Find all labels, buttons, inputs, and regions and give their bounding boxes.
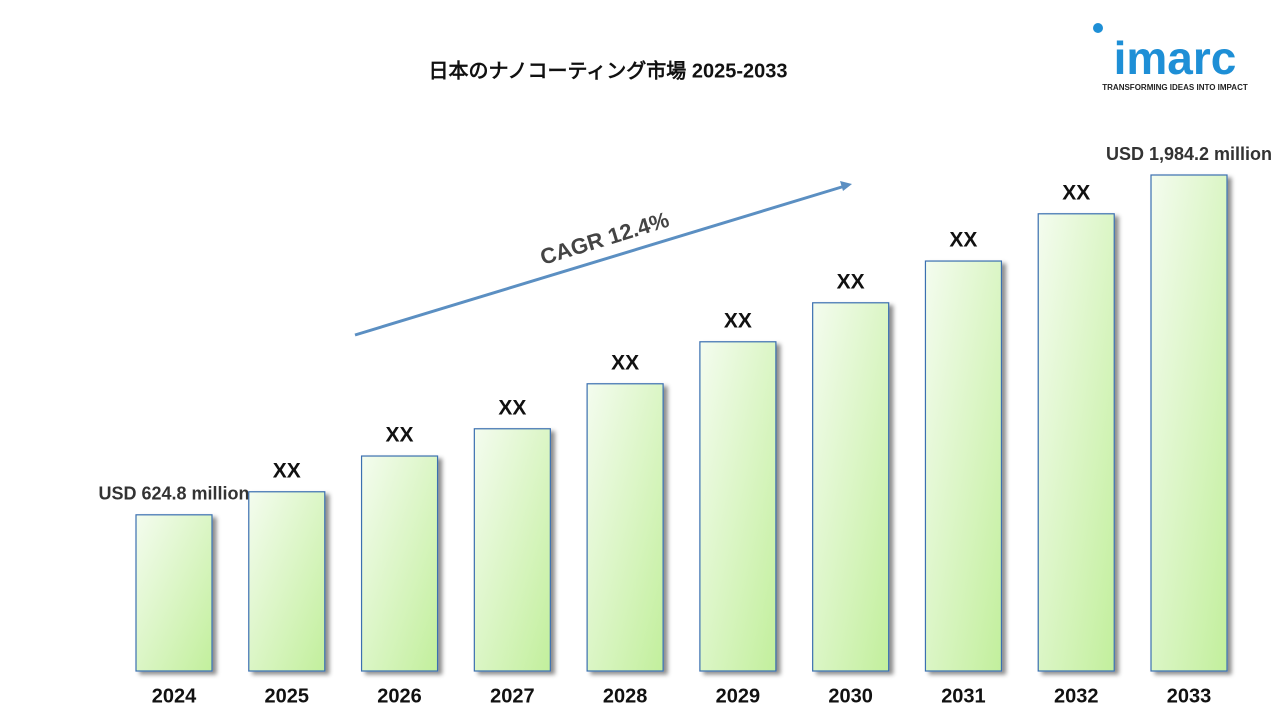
bar [924,260,1003,672]
bar [135,514,213,672]
x-tick-label: 2024 [152,685,197,707]
x-tick-label: 2033 [1167,685,1212,707]
value-label: XX [949,229,977,252]
value-label: USD 1,984.2 million [1106,144,1272,164]
cagr-arrow: CAGR 12.4% [354,181,852,337]
value-label: XX [611,351,639,374]
x-tick-label: 2030 [828,685,873,707]
value-label: XX [724,309,752,332]
value-label: XX [273,459,301,482]
value-label: XX [498,396,526,419]
value-label: XX [386,424,414,447]
bar [248,491,326,672]
value-label: USD 624.8 million [98,484,249,504]
bar [699,341,777,672]
logo-dot [1093,23,1103,33]
x-tick-label: 2029 [716,685,761,707]
bar [812,302,890,672]
logo-name: imarc [1114,32,1237,84]
logo-tagline: TRANSFORMING IDEAS INTO IMPACT [1102,83,1248,92]
bar [473,428,551,672]
arrow-head [840,181,852,191]
bar [1037,213,1115,672]
chart-title: 日本のナノコーティング市場 2025-2033 [428,58,787,82]
logo: imarc TRANSFORMING IDEAS INTO IMPACT [1093,23,1248,92]
bar [586,383,664,672]
x-tick-label: 2027 [490,685,535,707]
x-tick-label: 2026 [377,685,422,707]
x-tick-label: 2028 [603,685,648,707]
arrow-line [354,184,846,337]
value-label: XX [837,270,865,293]
bar [1150,174,1228,672]
value-label: XX [1062,181,1090,204]
x-tick-label: 2032 [1054,685,1099,707]
bar [360,455,439,672]
x-tick-label: 2025 [265,685,310,707]
x-tick-label: 2031 [941,685,986,707]
